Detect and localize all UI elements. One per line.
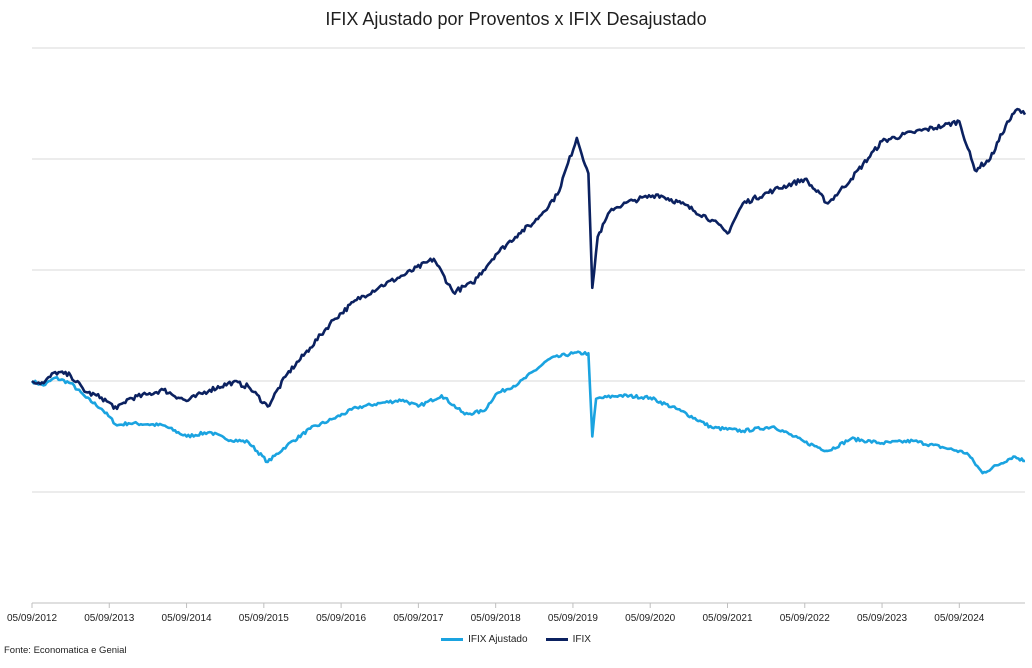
chart-title: IFIX Ajustado por Proventos x IFIX Desaj… [325, 9, 707, 29]
x-tick-label: 05/09/2022 [780, 613, 830, 624]
x-tick-label: 05/09/2018 [471, 613, 521, 624]
source-note: Fonte: Economatica e Genial [4, 645, 127, 656]
legend-item-ifix: IFIX [545, 634, 591, 645]
legend-swatch-ifix [545, 638, 568, 641]
x-tick-label: 05/09/2013 [84, 613, 134, 624]
legend-label-ifix: IFIX [572, 634, 591, 645]
legend-label-ifix-ajustado: IFIX Ajustado [468, 634, 528, 645]
x-tick-label: 05/09/2016 [316, 613, 366, 624]
x-tick-label: 05/09/2012 [7, 613, 57, 624]
series-ifix-line [31, 107, 1027, 411]
x-tick-label: 05/09/2019 [548, 613, 598, 624]
x-tick-label: 05/09/2014 [162, 613, 212, 624]
legend-swatch-ifix-ajustado [441, 638, 464, 641]
x-tick-label: 05/09/2017 [393, 613, 443, 624]
x-tick-label: 05/09/2020 [625, 613, 675, 624]
x-tick-label: 05/09/2021 [702, 613, 752, 624]
line-chart: 05/09/2012 05/09/2013 05/09/2014 05/09/2015… [7, 47, 1027, 624]
x-tick-label: 05/09/2023 [857, 613, 907, 624]
chart-legend: IFIX Ajustado IFIX [0, 634, 1032, 645]
x-tick-label: 05/09/2024 [934, 613, 984, 624]
series-ifix-ajustado-line [30, 350, 1026, 475]
x-tick-label: 05/09/2015 [239, 613, 289, 624]
legend-item-ifix-ajustado: IFIX Ajustado [441, 634, 528, 645]
